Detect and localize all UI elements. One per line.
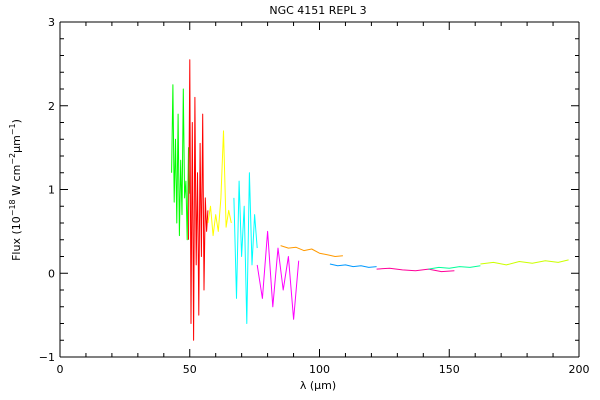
- y-tick-label: 1: [48, 184, 55, 197]
- axes: [59, 21, 580, 358]
- spectrum-segment-3: [207, 130, 232, 237]
- x-axis-label: λ (µm): [300, 379, 336, 392]
- spectrum-segment-8: [376, 267, 455, 273]
- y-label-exp2: −2: [8, 153, 17, 165]
- y-tick-label: 2: [48, 100, 55, 113]
- y-label-mid1: W cm: [10, 165, 23, 200]
- y-tick-label: 3: [48, 16, 55, 29]
- spectrum-segment-4: [233, 172, 258, 324]
- spectrum-segment-10: [480, 259, 569, 266]
- y-tick-label: 0: [48, 267, 55, 280]
- spectrum-segment-1: [171, 84, 191, 241]
- y-tick-label: −1: [39, 351, 55, 364]
- x-tick-label: 0: [57, 363, 64, 376]
- y-label-suffix: ): [10, 119, 23, 123]
- spectrum-segment-6: [280, 245, 343, 257]
- y-ticks: −1 0 1 2 3: [39, 16, 579, 364]
- x-tick-label: 100: [309, 363, 330, 376]
- spectrum-segment-2: [188, 59, 209, 341]
- spectrum-segment-9: [428, 265, 481, 270]
- x-tick-label: 150: [439, 363, 460, 376]
- chart-title: NGC 4151 REPL 3: [269, 4, 366, 17]
- y-label-exp1: −18: [8, 199, 17, 216]
- spectrum-segment-7: [329, 263, 377, 268]
- y-axis-label: Flux (10−18 W cm−2µm−1): [8, 119, 23, 261]
- y-label-exp3: −1: [8, 123, 17, 135]
- x-tick-label: 50: [183, 363, 197, 376]
- x-ticks: 0 50 100 150 200: [57, 22, 590, 376]
- spectrum-segment-5: [256, 230, 300, 320]
- y-label-mid2: µm: [10, 135, 23, 153]
- y-label-prefix: Flux (10: [10, 216, 23, 261]
- series-layer: [171, 59, 569, 341]
- x-tick-label: 200: [569, 363, 590, 376]
